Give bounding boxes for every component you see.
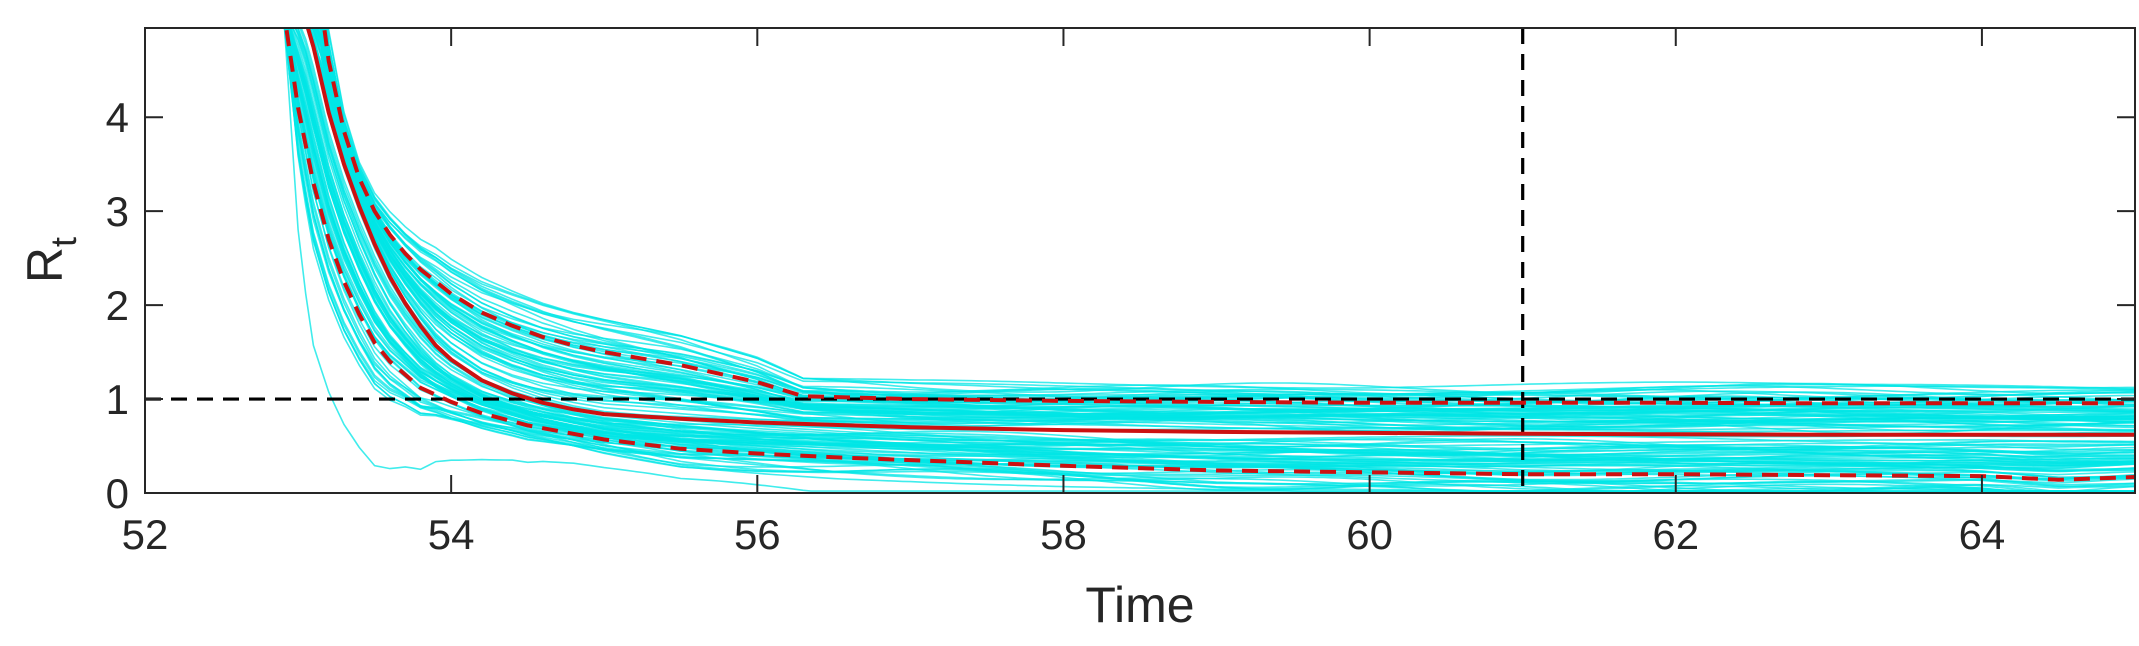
upper-line (322, 28, 2135, 406)
ensemble-trajectory (287, 28, 2135, 467)
y-tick-label: 2 (106, 282, 129, 329)
x-axis-ticks: 52 54 56 58 60 62 64 (122, 28, 2006, 558)
ensemble-trajectory (320, 28, 2135, 416)
summary-lines (284, 28, 2135, 482)
y-axis-title-main: R (17, 247, 73, 283)
x-tick-label: 54 (428, 511, 475, 558)
lower-line (284, 28, 2135, 482)
ensemble-trajectory (325, 28, 2135, 396)
ensemble-trajectory (296, 28, 2135, 451)
y-tick-label: 3 (106, 188, 129, 235)
ensemble-trajectory (320, 28, 2135, 418)
ensemble-trajectory (291, 28, 2135, 457)
x-tick-label: 60 (1346, 511, 1393, 558)
plot-frame (144, 27, 2136, 494)
ensemble-trajectory (286, 28, 2135, 465)
y-axis-ticks: 0 1 2 3 4 (106, 94, 2135, 517)
x-tick-label: 52 (122, 511, 169, 558)
y-tick-label: 4 (106, 94, 129, 141)
y-tick-label: 1 (106, 376, 129, 423)
x-tick-label: 56 (734, 511, 781, 558)
median-line (305, 28, 2135, 437)
reference-lines (145, 28, 2135, 493)
ensemble-trajectory (284, 28, 2135, 486)
x-tick-label: 62 (1652, 511, 1699, 558)
x-tick-label: 58 (1040, 511, 1087, 558)
x-axis-title: Time (1085, 577, 1194, 633)
ensemble-trajectory (315, 28, 2135, 419)
ensemble-trajectory (323, 28, 2135, 412)
ensemble-trajectory (324, 28, 2135, 404)
ensemble-trajectory (284, 28, 2135, 492)
y-tick-label: 0 (106, 470, 129, 517)
ensemble-trajectory (327, 28, 2135, 395)
y-axis-title-sub: t (43, 237, 84, 247)
ensemble-trajectory (294, 28, 2135, 451)
ensemble-trajectory (313, 28, 2135, 426)
x-tick-label: 64 (1959, 511, 2006, 558)
ensemble-trajectory (325, 28, 2135, 399)
y-axis-title: Rt (17, 237, 84, 283)
ensemble-trajectory (308, 28, 2135, 431)
